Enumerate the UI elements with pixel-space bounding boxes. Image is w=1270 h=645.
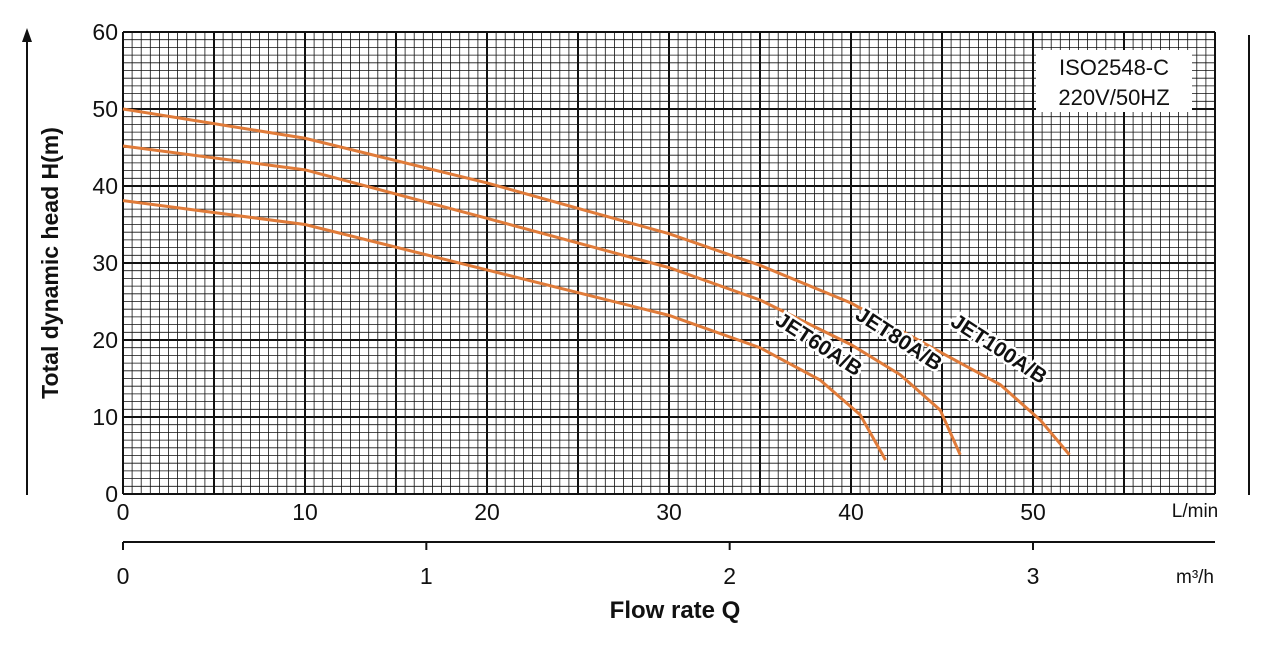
curve xyxy=(122,144,962,456)
y-tick-label: 0 xyxy=(105,481,118,507)
y-tick-label: 60 xyxy=(92,19,118,45)
curve xyxy=(122,199,887,461)
y-tick-label: 10 xyxy=(92,404,118,430)
curve xyxy=(122,107,1071,456)
annotation: 220V/50HZ xyxy=(1058,85,1169,110)
y-axis-title: Total dynamic head H(m) xyxy=(37,127,63,399)
x2-tick-label: 3 xyxy=(1027,563,1040,589)
x2-tick-label: 1 xyxy=(420,563,433,589)
y-tick-label: 20 xyxy=(92,327,118,353)
x-tick-label: 30 xyxy=(656,499,682,525)
x-axis-title: Flow rate Q xyxy=(610,597,741,624)
x-unit: L/min xyxy=(1172,501,1218,522)
x-tick-label: 10 xyxy=(292,499,318,525)
x2-tick-label: 2 xyxy=(723,563,736,589)
x-tick-label: 20 xyxy=(474,499,500,525)
series-label: JET100A/B xyxy=(947,310,1052,389)
y-tick-label: 50 xyxy=(92,96,118,122)
y-tick-label: 30 xyxy=(92,250,118,276)
annotation-box xyxy=(1036,50,1192,112)
x2-unit: m³/h xyxy=(1176,567,1214,588)
arrow-head xyxy=(22,28,32,42)
annotation: ISO2548-C xyxy=(1059,55,1169,80)
x-tick-label: 40 xyxy=(838,499,864,525)
x-tick-label: 50 xyxy=(1020,499,1046,525)
y-tick-label: 40 xyxy=(92,173,118,199)
x-tick-label: 0 xyxy=(117,499,130,525)
x2-tick-label: 0 xyxy=(117,563,130,589)
series-label-group: JET100A/B xyxy=(944,307,1054,391)
